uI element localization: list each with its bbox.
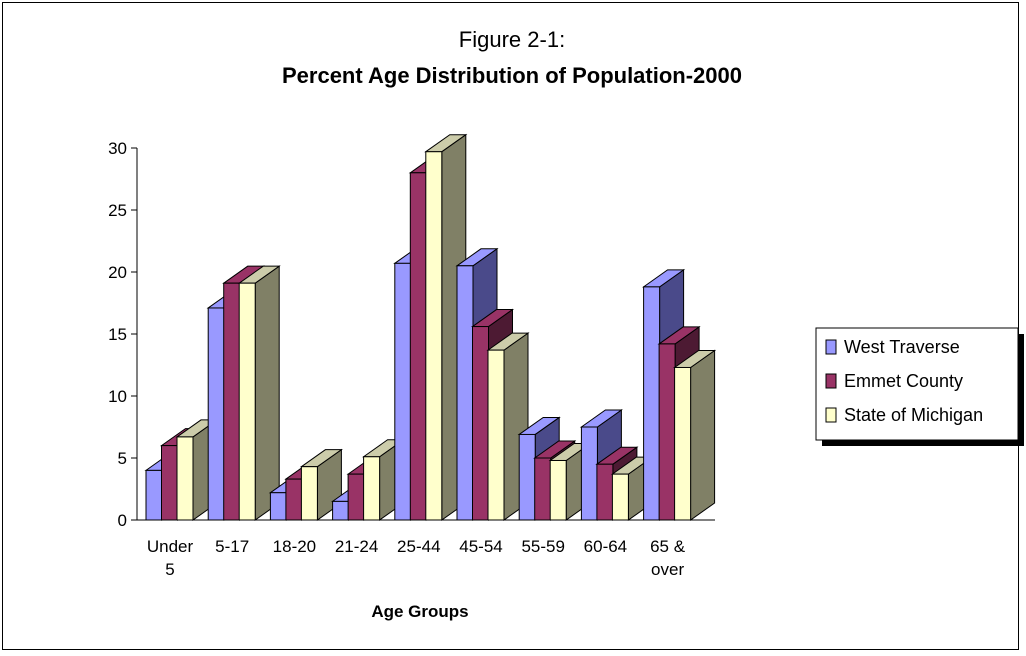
bar (611, 473, 629, 521)
x-tick-label: over (651, 560, 684, 579)
chart-title: Figure 2-1: (459, 27, 565, 52)
legend-box (815, 327, 1019, 441)
legend-label: Emmet County (844, 371, 963, 391)
bar (472, 326, 489, 521)
bar (643, 286, 661, 521)
x-tick-label: 55-59 (521, 537, 564, 556)
bar (674, 366, 692, 521)
x-tick-label: 25-44 (397, 537, 440, 556)
y-tick-label: 0 (118, 511, 127, 530)
chart-subtitle: Percent Age Distribution of Population-2… (282, 63, 742, 88)
bar (269, 492, 287, 521)
bar (658, 343, 676, 521)
bar (409, 172, 427, 521)
bar (456, 265, 474, 521)
bar (487, 349, 505, 521)
bar (145, 469, 163, 521)
bar (394, 262, 412, 521)
bar (363, 456, 381, 521)
bar (518, 433, 536, 521)
legend-swatch (825, 339, 837, 355)
legend-label: West Traverse (844, 337, 960, 357)
bar-side (254, 265, 280, 521)
x-tick-label: 18-20 (273, 537, 316, 556)
x-tick-label: 45-54 (459, 537, 502, 556)
bar (223, 282, 241, 521)
legend-swatch (825, 407, 837, 423)
y-tick-label: 30 (108, 139, 127, 158)
x-axis-label: Age Groups (371, 602, 468, 621)
bar (549, 459, 567, 521)
chart-frame (2, 2, 1019, 650)
bar (332, 500, 350, 521)
y-tick-label: 15 (108, 325, 127, 344)
x-tick-label: 5-17 (215, 537, 249, 556)
x-tick-label: 5 (165, 560, 174, 579)
bar (207, 307, 225, 521)
bar (300, 466, 318, 521)
y-tick-label: 25 (108, 201, 127, 220)
bar (347, 473, 365, 521)
x-tick-label: 60-64 (584, 537, 627, 556)
bar (425, 151, 443, 521)
bar-side (690, 349, 716, 521)
x-tick-label: Under (147, 537, 194, 556)
legend-swatch (825, 373, 837, 389)
y-tick-label: 20 (108, 263, 127, 282)
y-tick-label: 10 (108, 387, 127, 406)
y-tick-label: 5 (118, 449, 127, 468)
bar (238, 282, 256, 521)
bar (161, 445, 178, 521)
bar (176, 436, 194, 521)
legend-label: State of Michigan (844, 405, 983, 425)
bar (285, 478, 303, 521)
bar (596, 463, 614, 521)
bar (534, 457, 552, 521)
bar (580, 426, 598, 521)
x-tick-label: 65 & (650, 537, 686, 556)
x-tick-label: 21-24 (335, 537, 378, 556)
